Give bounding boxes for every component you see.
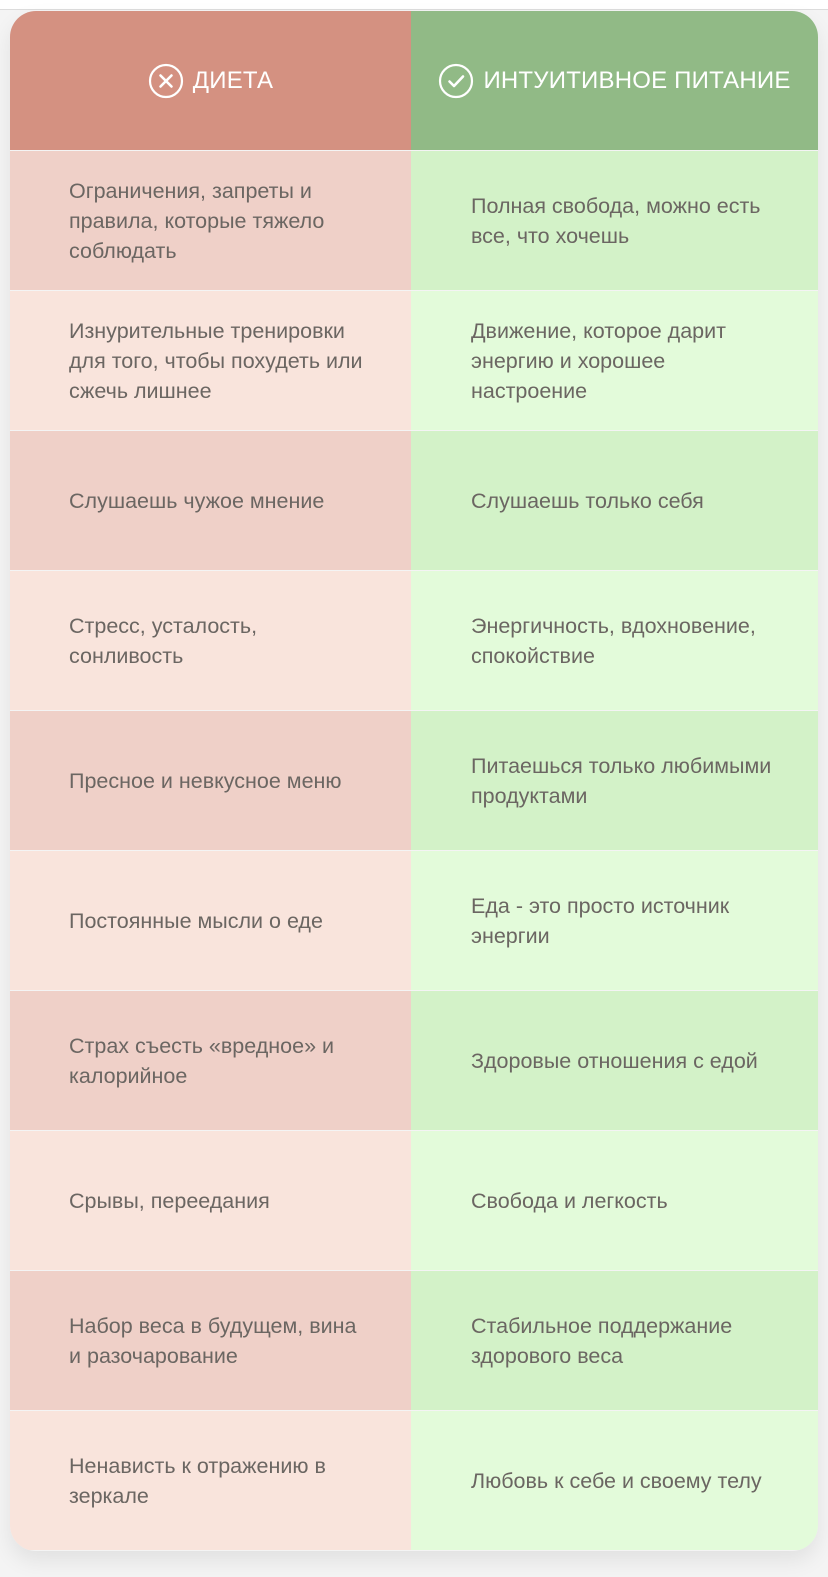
intuitive-cell: Еда - это просто источник энергии xyxy=(411,851,818,990)
intuitive-cell: Питаешься только любимыми продуктами xyxy=(411,711,818,850)
intuitive-cell: Слушаешь только себя xyxy=(411,431,818,570)
intuitive-cell: Любовь к себе и своему телу xyxy=(411,1411,818,1550)
header-diet: ДИЕТА xyxy=(10,11,411,150)
diet-cell: Набор веса в будущем, вина и разочарован… xyxy=(10,1271,411,1410)
diet-cell: Страх съесть «вредное» и калорийное xyxy=(10,991,411,1130)
header-diet-label: ДИЕТА xyxy=(192,66,274,94)
header-intuitive: ИНТУИТИВНОЕ ПИТАНИЕ xyxy=(411,11,818,150)
diet-cell: Пресное и невкусное меню xyxy=(10,711,411,850)
intuitive-cell: Движение, которое дарит энергию и хороше… xyxy=(411,291,818,430)
comparison-table: ДИЕТА ИНТУИТИВНОЕ ПИТАНИЕ Ограничения, з… xyxy=(10,11,818,1551)
intuitive-cell: Энергичность, вдохновение, спокойствие xyxy=(411,571,818,710)
intuitive-cell: Здоровые отношения с едой xyxy=(411,991,818,1130)
intuitive-cell: Свобода и легкость xyxy=(411,1131,818,1270)
diet-cell: Слушаешь чужое мнение xyxy=(10,431,411,570)
intuitive-cell: Стабильное поддержание здорового веса xyxy=(411,1271,818,1410)
diet-cell: Ограничения, запреты и правила, которые … xyxy=(10,151,411,290)
diet-cell: Срывы, переедания xyxy=(10,1131,411,1270)
top-border xyxy=(0,0,828,10)
check-circle-icon xyxy=(438,63,474,99)
diet-cell: Ненависть к отражению в зеркале xyxy=(10,1411,411,1550)
diet-cell: Изнурительные тренировки для того, чтобы… xyxy=(10,291,411,430)
x-circle-icon xyxy=(148,63,184,99)
diet-cell: Постоянные мысли о еде xyxy=(10,851,411,990)
diet-cell: Стресс, усталость, сонливость xyxy=(10,571,411,710)
intuitive-cell: Полная свобода, можно есть все, что хоче… xyxy=(411,151,818,290)
header-intuitive-label: ИНТУИТИВНОЕ ПИТАНИЕ xyxy=(483,66,791,94)
